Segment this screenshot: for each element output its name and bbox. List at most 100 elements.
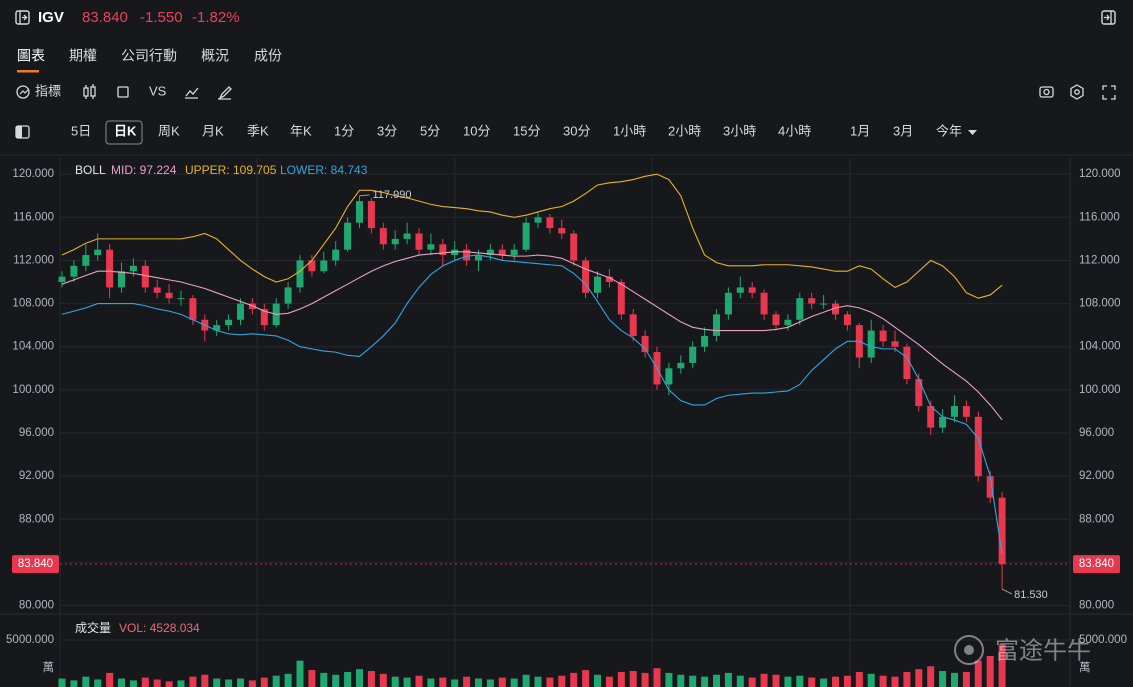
volume-bar	[260, 677, 268, 687]
volume-bar	[784, 676, 792, 687]
candle-body	[367, 201, 375, 229]
candle-body	[772, 314, 780, 326]
tab[interactable]: 公司行動	[121, 48, 177, 64]
volume-bar	[998, 644, 1006, 687]
period[interactable]: 4小時	[778, 123, 811, 138]
period[interactable]: 5日	[71, 123, 91, 138]
y-tick-label-right: 100.000	[1079, 384, 1121, 396]
y-tick-label-right: 108.000	[1079, 298, 1121, 310]
period[interactable]: 3月	[893, 123, 913, 138]
candle-body	[475, 255, 482, 261]
candle-body	[94, 249, 102, 256]
volume-bar	[546, 677, 554, 687]
period[interactable]: 10分	[463, 123, 490, 138]
period[interactable]: 年K	[290, 123, 312, 138]
period[interactable]: 30分	[563, 123, 590, 138]
volume-bar	[843, 675, 851, 687]
volume-bar	[974, 660, 982, 687]
candle-body	[415, 233, 423, 250]
dropdown-icon[interactable]	[968, 130, 977, 135]
indicator-name: BOLL	[75, 163, 106, 177]
volume-bar	[415, 675, 423, 687]
period[interactable]: 5分	[420, 123, 440, 138]
volume-bar	[522, 674, 530, 687]
volume-bar	[308, 670, 316, 687]
candle-body	[796, 298, 804, 320]
volume-bar	[689, 675, 697, 687]
tab[interactable]: 期權	[69, 48, 97, 64]
last-price-label: 83.840	[18, 558, 53, 570]
candle-body	[582, 260, 590, 293]
period[interactable]: 1小時	[613, 123, 646, 138]
volume-bar	[879, 675, 887, 687]
period[interactable]: 2小時	[668, 123, 701, 138]
period[interactable]: 日K	[114, 123, 137, 138]
y-tick-label-right: 112.000	[1079, 254, 1120, 266]
candle-body	[927, 406, 935, 428]
period-active	[105, 120, 143, 145]
price: 83.840	[82, 9, 128, 26]
candle-body	[713, 314, 720, 336]
y-tick-label: 80.000	[19, 600, 54, 612]
candle-body	[570, 233, 578, 261]
candle-body	[70, 265, 78, 277]
draw-icon[interactable]	[185, 87, 199, 99]
period[interactable]: 3小時	[723, 123, 756, 138]
layout-icon[interactable]	[15, 125, 30, 139]
shape-icon[interactable]	[117, 86, 129, 98]
tab[interactable]: 概況	[201, 48, 229, 64]
pen-icon[interactable]	[218, 86, 232, 100]
period[interactable]: 15分	[513, 123, 540, 138]
tab[interactable]: 成份	[254, 48, 282, 64]
camera-icon[interactable]	[1039, 86, 1054, 98]
fullscreen-icon[interactable]	[1102, 85, 1116, 100]
tool[interactable]: 指標	[35, 83, 61, 98]
period[interactable]: 1分	[334, 123, 354, 138]
settings-icon[interactable]	[1070, 84, 1084, 100]
period[interactable]: 月K	[202, 123, 224, 138]
collapse-icon[interactable]	[1101, 10, 1116, 25]
indicator-icon[interactable]	[16, 85, 30, 99]
band-line	[61, 173, 1003, 299]
volume-bar	[772, 674, 780, 687]
candle-body	[594, 276, 601, 293]
candle-body	[332, 249, 340, 261]
y-tick-label-right: 96.000	[1079, 427, 1114, 439]
tool[interactable]: VS	[149, 83, 167, 98]
legend-entry: MID: 97.224	[111, 163, 177, 177]
period[interactable]: 季K	[247, 123, 269, 138]
volume-bar	[605, 676, 613, 687]
period[interactable]: 3分	[377, 123, 397, 138]
volume-unit-right: 萬	[1079, 661, 1091, 674]
volume-bar	[558, 675, 566, 687]
candle-icon[interactable]	[83, 84, 96, 99]
period[interactable]: 周K	[158, 123, 180, 138]
volume-bar	[356, 669, 363, 687]
candle-body	[689, 346, 697, 363]
candle-body	[379, 228, 387, 245]
candle-body	[177, 298, 185, 300]
volume-bar	[106, 672, 114, 687]
volume-bar	[534, 676, 542, 687]
high-annotation: 117.990	[373, 189, 412, 201]
volume-bar	[284, 673, 292, 687]
tab[interactable]: 圖表	[17, 48, 45, 64]
candle-body	[748, 287, 756, 293]
volume-unit: 萬	[43, 661, 55, 674]
annotation-leader	[359, 194, 370, 197]
candle-body	[237, 303, 244, 320]
candle-body	[106, 249, 114, 288]
volume-bar	[165, 681, 173, 687]
y-tick-label-right: 120.000	[1079, 168, 1121, 180]
watermark	[954, 635, 984, 665]
volume-bar	[486, 679, 494, 687]
period[interactable]: 1月	[850, 123, 870, 138]
period[interactable]: 今年	[936, 123, 962, 138]
back-icon[interactable]	[15, 10, 30, 25]
volume-bar	[867, 673, 875, 687]
candle-body	[998, 497, 1006, 565]
volume-bar	[701, 676, 709, 687]
candle-body	[879, 330, 887, 342]
y-tick-label-right: 104.000	[1079, 341, 1121, 353]
